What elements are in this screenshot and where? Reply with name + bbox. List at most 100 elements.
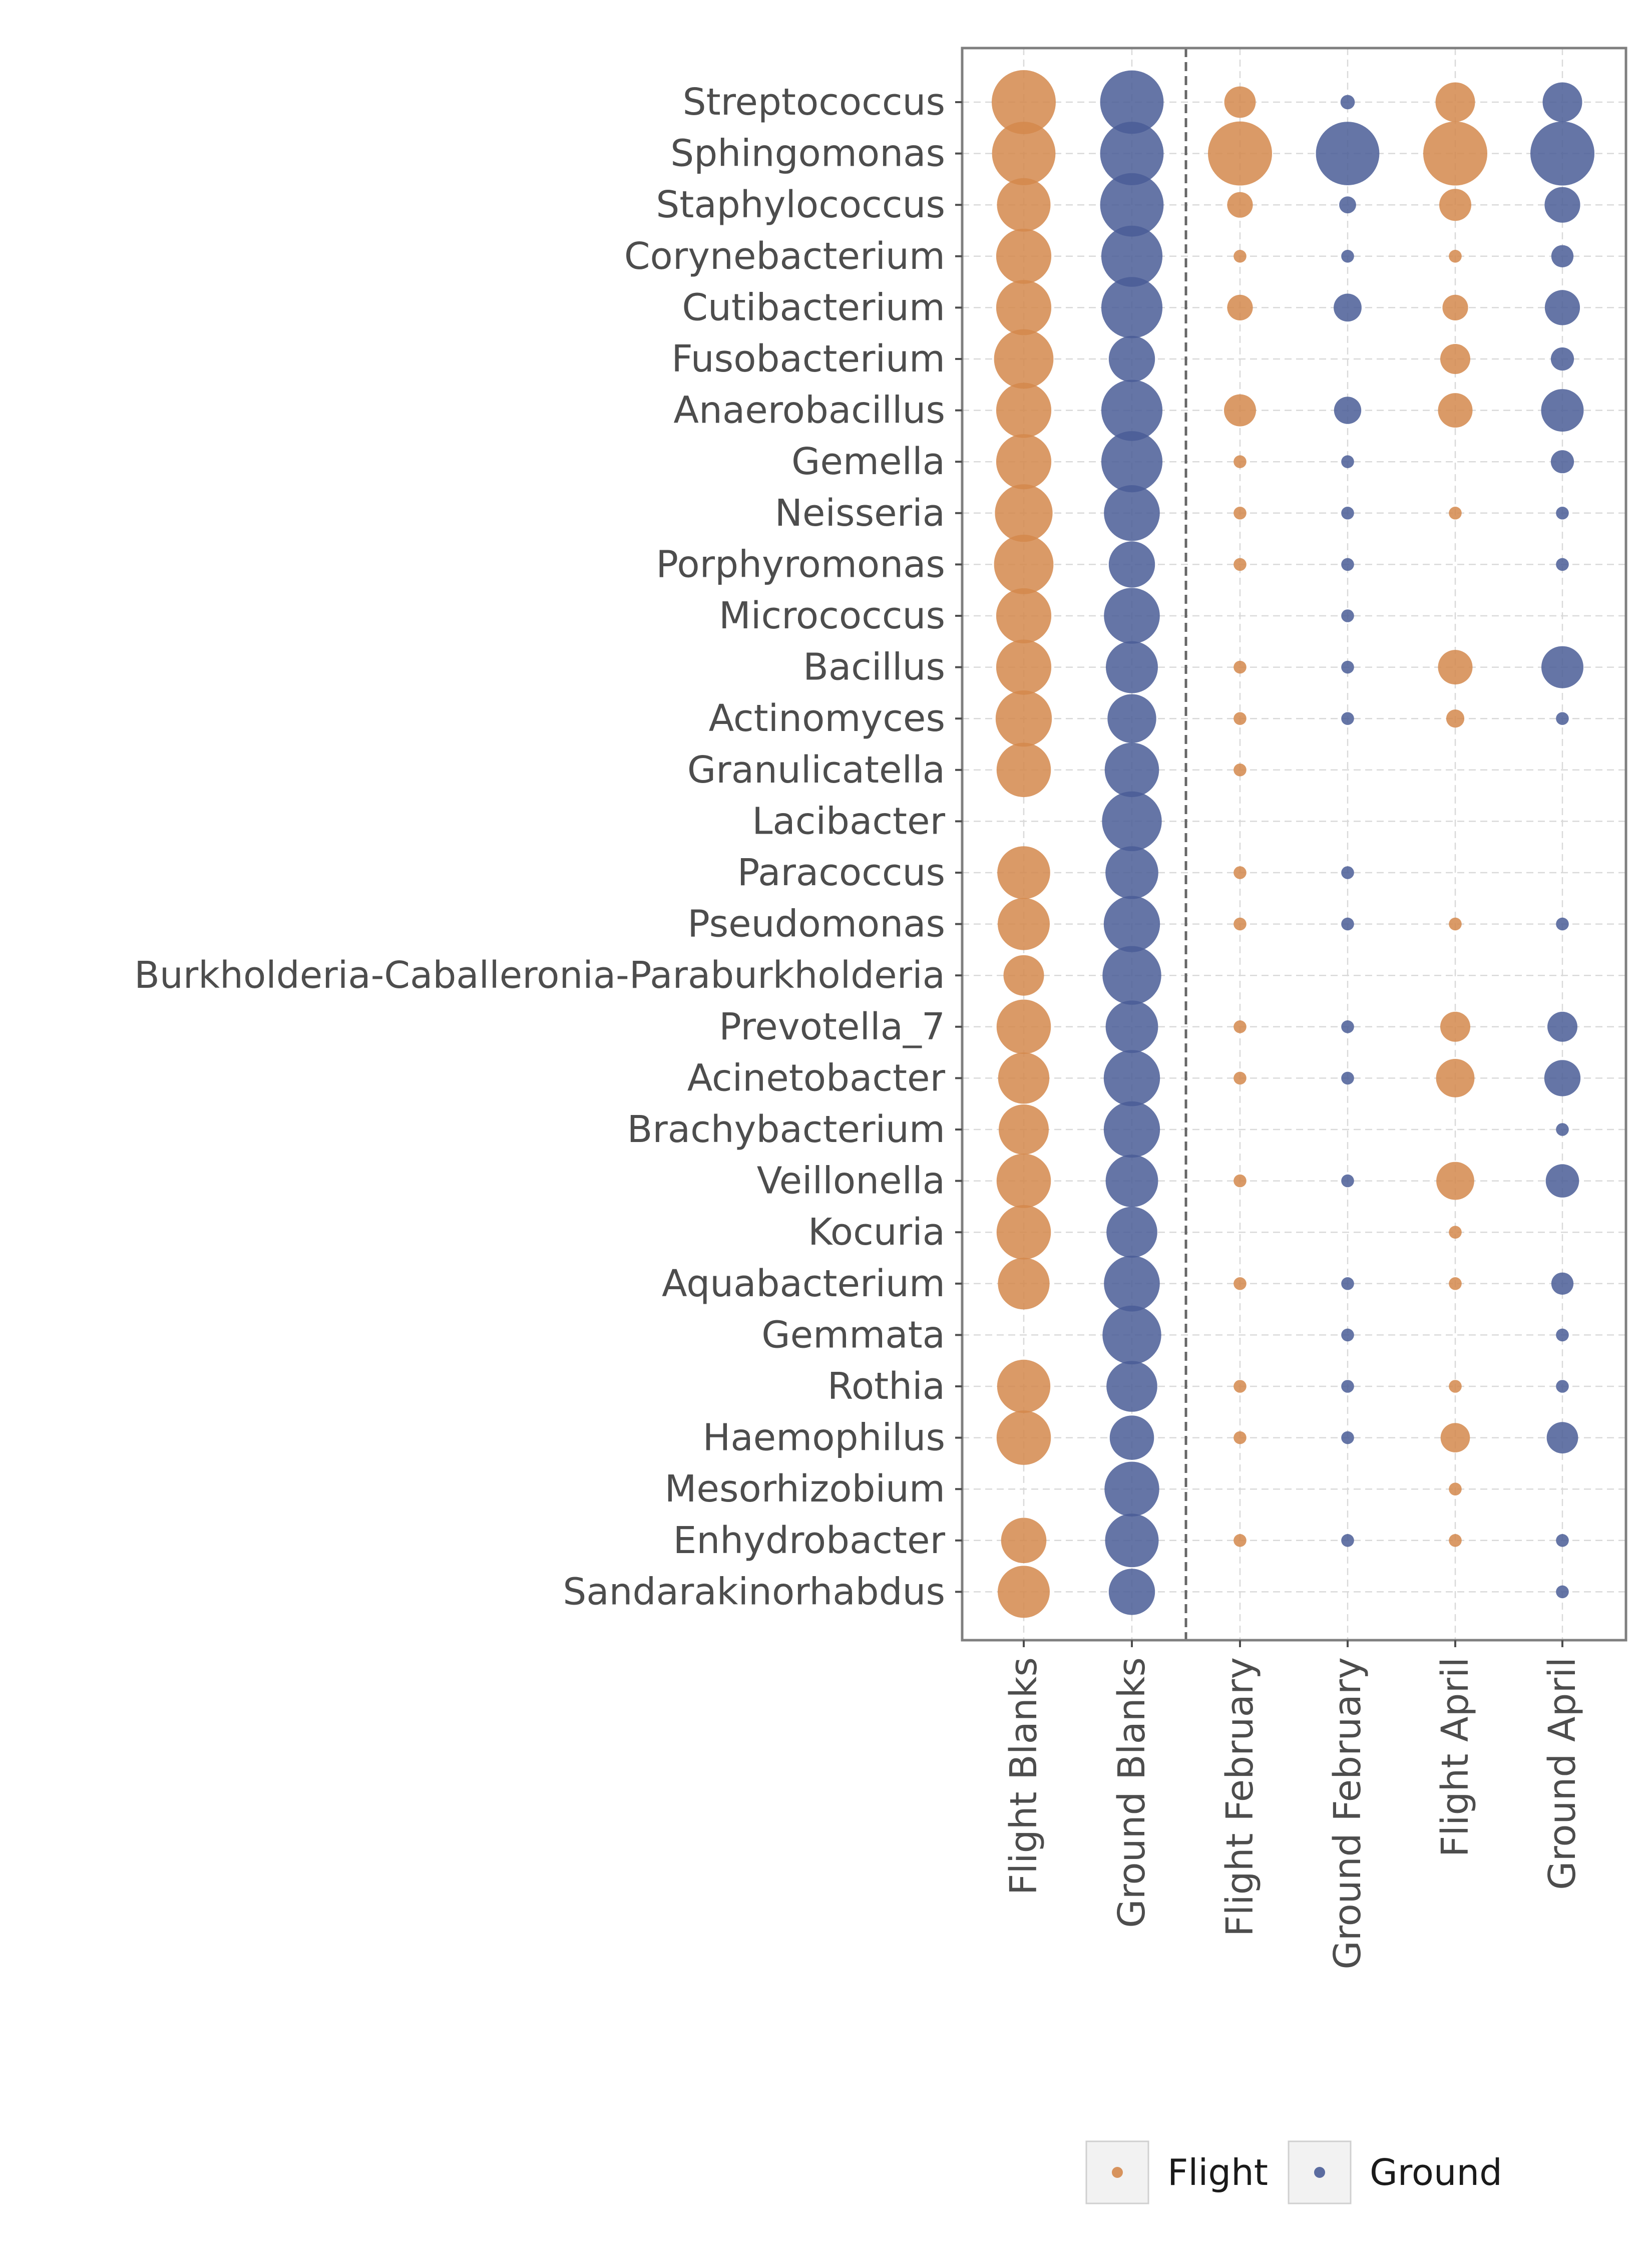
bubble-point (997, 1359, 1051, 1413)
bubble-point (1233, 712, 1247, 725)
legend-marker (1112, 2167, 1123, 2178)
bubble-point (1101, 380, 1163, 441)
bubble-point (1341, 250, 1354, 263)
bubble-point (1449, 1482, 1462, 1495)
bubble-point (1104, 1461, 1159, 1517)
bubble-point (1438, 650, 1473, 685)
bubble-point (996, 999, 1051, 1054)
y-tick-label: Anaerobacillus (673, 389, 945, 432)
bubble-point (998, 898, 1050, 950)
legend-label: Ground (1370, 2151, 1502, 2193)
x-tick-label: Ground Blanks (1110, 1657, 1153, 1928)
bubble-point (996, 383, 1052, 438)
y-tick-label: Sphingomonas (670, 132, 945, 175)
bubble-point (1100, 122, 1164, 185)
bubble-point (1556, 1534, 1569, 1547)
y-tick-label: Kocuria (808, 1211, 945, 1254)
bubble-point (1449, 507, 1462, 520)
bubble-point (1233, 866, 1247, 879)
bubble-point (1542, 82, 1582, 122)
plot-border (961, 47, 1627, 1642)
bubble-point (1103, 1101, 1160, 1158)
y-tick-label: Sandarakinorhabdus (563, 1570, 945, 1613)
bubble-point (1436, 1059, 1475, 1097)
bubble-point (1556, 1380, 1569, 1393)
bubble-point (1103, 1050, 1160, 1106)
bubble-point (1556, 558, 1569, 571)
bubble-point (997, 178, 1051, 232)
bubble-point (1547, 1011, 1577, 1042)
bubble-point (1109, 1415, 1154, 1460)
bubble-point (1100, 70, 1164, 134)
bubble-point (1101, 277, 1163, 338)
bubble-point (1105, 1000, 1158, 1053)
bubble-point (996, 1154, 1051, 1208)
bubble-point (1108, 335, 1155, 383)
bubble-point (1227, 294, 1253, 321)
y-tick-label: Acinetobacter (687, 1056, 946, 1099)
bubble-point (992, 70, 1056, 134)
bubble-point (1340, 95, 1355, 110)
y-tick-label: Bacillus (803, 646, 945, 689)
bubble-point (996, 1205, 1051, 1260)
bubble-point (1440, 1011, 1470, 1042)
bubble-point (995, 484, 1053, 542)
y-tick-label: Mesorhizobium (665, 1467, 945, 1511)
bubble-point (1316, 122, 1380, 185)
y-tick-label: Streptococcus (683, 81, 945, 124)
bubble-point (1104, 485, 1160, 541)
bubble-point (1102, 791, 1162, 852)
bubble-point (1449, 1277, 1462, 1290)
bubble-point (999, 1104, 1049, 1155)
bubble-point (996, 1410, 1051, 1465)
bubble-point (1339, 196, 1356, 214)
y-tick-label: Fusobacterium (671, 337, 945, 381)
y-tick-label: Lacibacter (752, 800, 945, 843)
bubble-point (1105, 846, 1158, 899)
bubble-point (1208, 121, 1272, 186)
bubble-point (994, 535, 1054, 594)
bubble-point (1449, 1380, 1462, 1393)
bubble-point (1551, 245, 1574, 267)
bubble-point (1341, 1020, 1354, 1033)
bubble-point (1556, 507, 1569, 520)
bubble-point (1233, 764, 1247, 777)
bubble-point (1334, 293, 1362, 322)
bubble-point (998, 1052, 1050, 1104)
y-tick-label: Burkholderia-Caballeronia-Paraburkholder… (134, 954, 945, 997)
bubble-point (1545, 1164, 1579, 1198)
y-tick-label: Haemophilus (703, 1416, 945, 1459)
bubble-point (1544, 1060, 1581, 1096)
bubble-point (1341, 1380, 1354, 1393)
bubble-point (1341, 917, 1354, 931)
y-tick-label: Pseudomonas (687, 903, 945, 946)
bubble-point (1341, 1174, 1354, 1188)
bubble-point (1233, 1380, 1247, 1393)
bubble-point (992, 122, 1056, 185)
y-tick-label: Actinomyces (709, 697, 945, 740)
y-tick-label: Aquabacterium (662, 1262, 945, 1305)
bubble-point (1233, 455, 1247, 468)
bubble-point (1544, 187, 1580, 223)
bubble-point (1449, 250, 1462, 263)
bubble-point (996, 228, 1052, 284)
y-tick-label: Gemmata (761, 1313, 945, 1356)
bubble-point (1341, 455, 1354, 468)
bubble-point (1341, 1534, 1354, 1547)
bubble-point (1233, 660, 1247, 674)
bubble-point (1541, 646, 1583, 688)
bubble-point (1341, 1277, 1354, 1290)
bubble-point (1100, 173, 1164, 237)
bubble-point (1556, 917, 1569, 931)
bubble-point (1104, 742, 1159, 798)
bubble-point (1440, 1423, 1470, 1452)
bubble-point (1341, 1071, 1354, 1085)
y-tick-label: Prevotella_7 (719, 1005, 945, 1048)
bubble-point (996, 639, 1052, 695)
y-tick-label: Porphyromonas (656, 543, 945, 586)
bubble-point (1233, 1431, 1247, 1444)
bubble-point (994, 329, 1054, 389)
bubble-point (1233, 558, 1247, 571)
bubble-point (996, 434, 1052, 490)
